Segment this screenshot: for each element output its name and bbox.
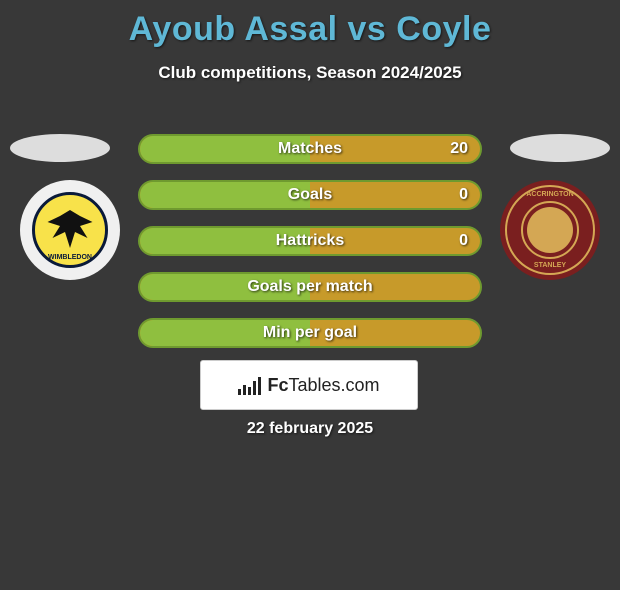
page-title: Ayoub Assal vs Coyle: [0, 10, 620, 49]
stat-label: Goals: [288, 186, 332, 204]
stat-value: 0: [459, 232, 468, 250]
club-crest-right: ACCRINGTON STANLEY: [500, 180, 600, 280]
chart-icon: [238, 375, 261, 395]
stat-bar-goals-per-match: Goals per match: [138, 272, 482, 302]
stat-label: Matches: [278, 140, 342, 158]
stat-bar-fill: [140, 182, 310, 208]
stat-label: Goals per match: [247, 278, 372, 296]
stat-value: 0: [459, 186, 468, 204]
player-right-ellipse: [510, 134, 610, 162]
date-text: 22 february 2025: [0, 420, 620, 438]
eagle-icon: [45, 210, 95, 250]
subtitle: Club competitions, Season 2024/2025: [0, 63, 620, 83]
player-left-ellipse: [10, 134, 110, 162]
stat-bar-min-per-goal: Min per goal: [138, 318, 482, 348]
watermark-logo: FcTables.com: [200, 360, 418, 410]
crest-right-text-bottom: STANLEY: [534, 262, 566, 269]
stat-bar-hattricks: Hattricks 0: [138, 226, 482, 256]
crest-left-text: WIMBLEDON: [48, 254, 92, 261]
stat-label: Min per goal: [263, 324, 357, 342]
stat-value: 20: [450, 140, 468, 158]
crest-right-text-top: ACCRINGTON: [526, 191, 573, 198]
stat-bar-matches: Matches 20: [138, 134, 482, 164]
watermark-text: FcTables.com: [267, 375, 379, 396]
stat-bar-goals: Goals 0: [138, 180, 482, 210]
stat-label: Hattricks: [276, 232, 344, 250]
stats-bars: Matches 20 Goals 0 Hattricks 0 Goals per…: [138, 134, 482, 364]
club-crest-left: WIMBLEDON: [20, 180, 120, 280]
